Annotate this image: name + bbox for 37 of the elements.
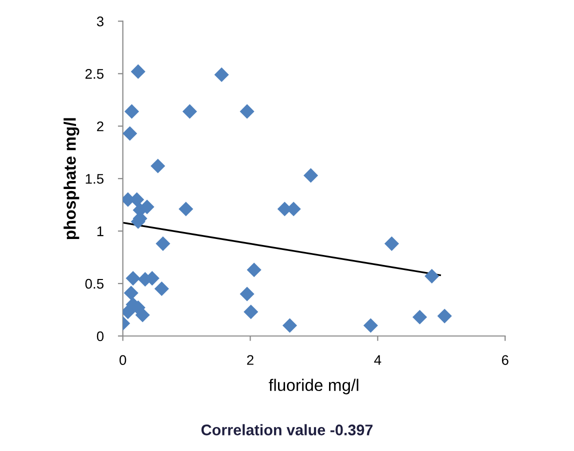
- y-axis-title: phosphate mg/l: [64, 118, 80, 240]
- point: [135, 308, 150, 322]
- y-tick-label: 1: [97, 226, 104, 236]
- point: [240, 104, 254, 119]
- y-tick-label: 2: [97, 121, 104, 132]
- point: [363, 318, 378, 333]
- x-axis-title: fluoride mg/l: [268, 378, 358, 394]
- x-tick-label: 0: [120, 355, 126, 365]
- point: [244, 304, 258, 320]
- point: [178, 202, 194, 216]
- y-tick-label: 0: [96, 331, 104, 342]
- point: [122, 126, 138, 141]
- point: [424, 268, 440, 284]
- point: [437, 308, 452, 324]
- y-tick-label: 0.5: [85, 278, 104, 289]
- point: [156, 236, 170, 251]
- point: [412, 310, 428, 324]
- point: [214, 67, 229, 82]
- point: [384, 236, 399, 251]
- x-tick-label: 4: [374, 355, 382, 365]
- point: [124, 286, 138, 300]
- point: [126, 271, 140, 286]
- point: [304, 168, 318, 183]
- x-tick-label: 6: [502, 355, 508, 365]
- point: [130, 64, 146, 79]
- point: [182, 104, 198, 119]
- point: [240, 286, 254, 302]
- y-tick-label: 3: [96, 16, 104, 26]
- point: [154, 281, 169, 296]
- y-tick-label: 1.5: [86, 174, 104, 184]
- x-tick-label: 2: [247, 355, 254, 365]
- point: [282, 318, 298, 333]
- y-tick-label: 2.5: [85, 69, 104, 79]
- text: Correlation value -0.397: [201, 424, 373, 436]
- point: [246, 262, 262, 278]
- point: [150, 158, 166, 174]
- point: [124, 104, 140, 119]
